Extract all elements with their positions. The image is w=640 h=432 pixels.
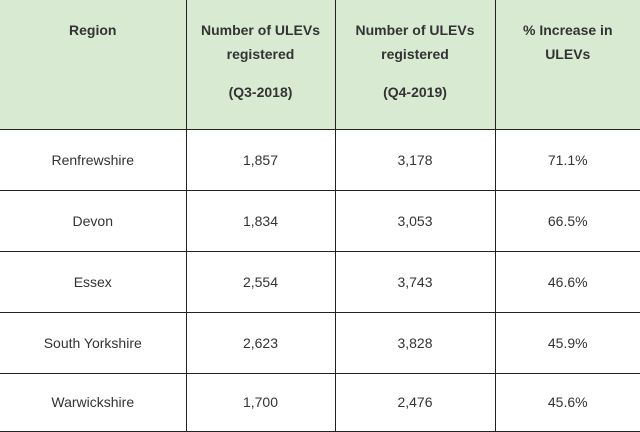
- cell-q3-2018: 2,554: [185, 250, 336, 313]
- cell-increase: 66.5%: [494, 189, 640, 252]
- cell-q4-2019: 3,178: [334, 128, 496, 191]
- cell-increase: 45.9%: [494, 311, 640, 374]
- cell-q3-2018: 2,623: [185, 311, 336, 374]
- header-q3-2018: Number of ULEVs registered (Q3-2018): [185, 0, 336, 130]
- header-increase-line1: % Increase in: [523, 22, 613, 38]
- table-row: Devon 1,834 3,053 66.5%: [0, 189, 640, 252]
- table-row: South Yorkshire 2,623 3,828 45.9%: [0, 311, 640, 374]
- cell-region: Devon: [0, 189, 187, 252]
- cell-q4-2019: 3,743: [334, 250, 496, 313]
- header-row: Region Number of ULEVs registered (Q3-20…: [0, 0, 640, 130]
- cell-increase: 45.6%: [494, 372, 640, 432]
- cell-region: South Yorkshire: [0, 311, 187, 374]
- cell-region: Essex: [0, 250, 187, 313]
- header-region-label: Region: [69, 22, 117, 38]
- header-increase: % Increase in ULEVs: [494, 0, 640, 130]
- cell-q3-2018: 1,857: [185, 128, 336, 191]
- header-q4-2019-period: (Q4-2019): [383, 84, 447, 100]
- header-q3-2018-line2: registered: [226, 46, 295, 62]
- cell-q4-2019: 3,828: [334, 311, 496, 374]
- cell-q4-2019: 3,053: [334, 189, 496, 252]
- table-row: Essex 2,554 3,743 46.6%: [0, 250, 640, 313]
- cell-q3-2018: 1,700: [185, 372, 336, 432]
- header-q3-2018-line1: Number of ULEVs: [200, 22, 320, 38]
- cell-q3-2018: 1,834: [185, 189, 336, 252]
- header-q4-2019: Number of ULEVs registered (Q4-2019): [334, 0, 496, 130]
- header-region: Region: [0, 0, 187, 130]
- cell-increase: 71.1%: [494, 128, 640, 191]
- header-increase-line2: ULEVs: [545, 46, 591, 62]
- cell-increase: 46.6%: [494, 250, 640, 313]
- header-q4-2019-line1: Number of ULEVs: [355, 22, 475, 38]
- cell-region: Warwickshire: [0, 372, 187, 432]
- header-q3-2018-period: (Q3-2018): [228, 84, 293, 100]
- header-q4-2019-line2: registered: [381, 46, 449, 62]
- cell-region: Renfrewshire: [0, 128, 187, 191]
- table-row: Renfrewshire 1,857 3,178 71.1%: [0, 128, 640, 191]
- table-row: Warwickshire 1,700 2,476 45.6%: [0, 372, 640, 432]
- cell-q4-2019: 2,476: [334, 372, 496, 432]
